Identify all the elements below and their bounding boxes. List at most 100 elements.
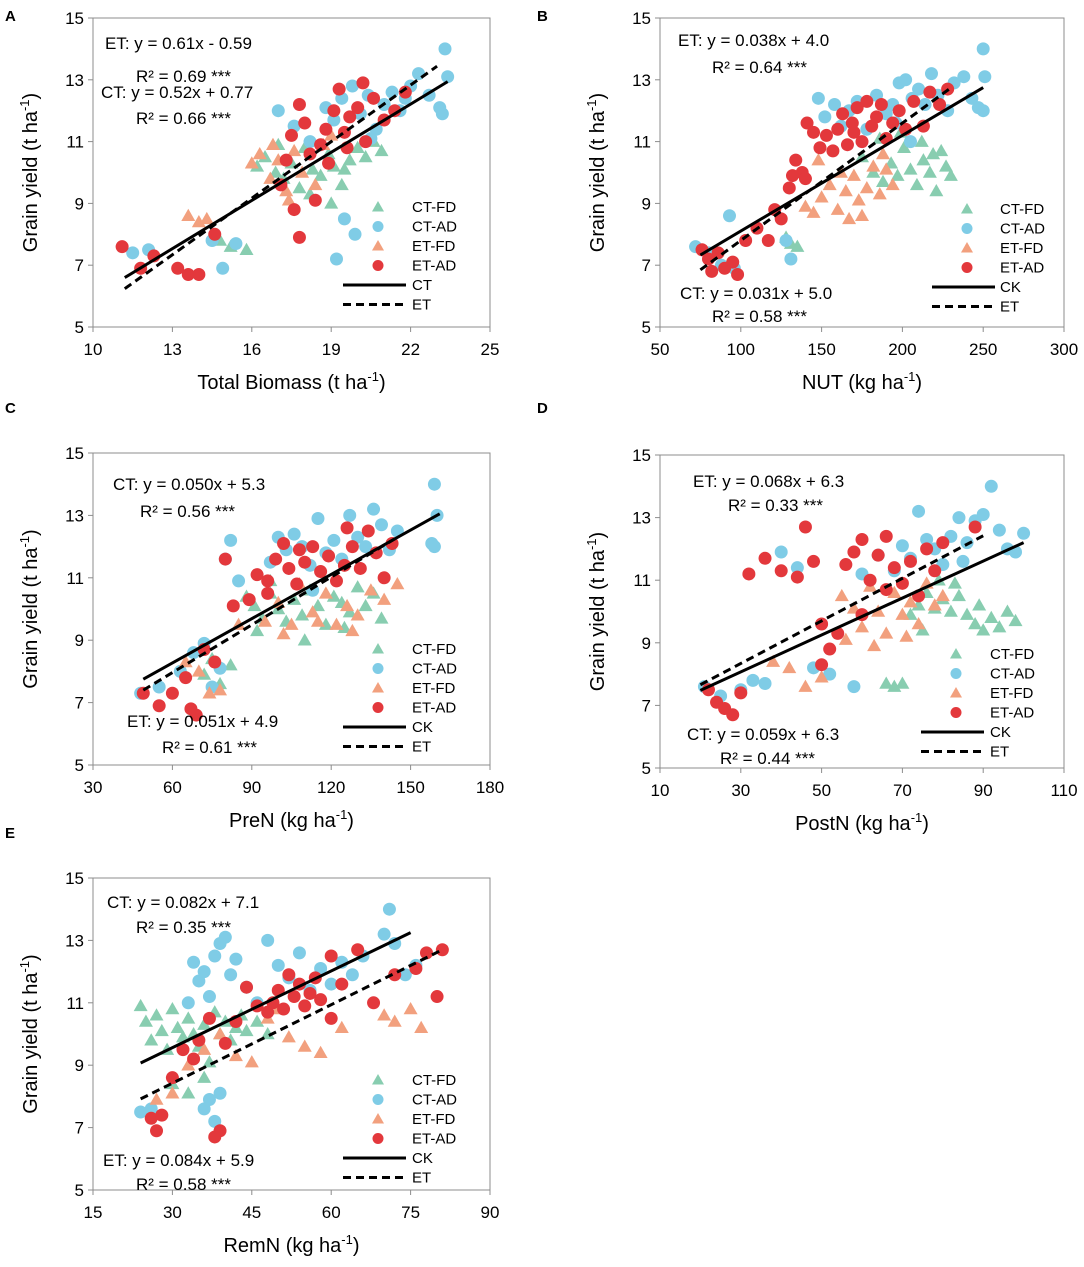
data-point-ct-ad: [899, 73, 913, 87]
data-point-et-fd: [281, 1030, 296, 1043]
data-point-et-ad: [351, 943, 365, 957]
legend-marker: [950, 687, 962, 698]
data-point-ct-ad: [197, 965, 211, 979]
data-point-et-ad: [734, 686, 748, 700]
data-point-et-fd: [387, 1014, 402, 1027]
data-point-et-ad: [807, 125, 821, 139]
data-point-et-fd: [855, 620, 869, 633]
data-point-et-ad: [968, 520, 982, 534]
data-point-et-ad: [758, 551, 772, 565]
data-point-et-fd: [213, 683, 228, 696]
data-point-ct-ad: [359, 540, 373, 554]
data-point-ct-ad: [324, 977, 338, 991]
data-point-et-ad: [285, 128, 298, 142]
data-point-ct-ad: [292, 946, 306, 960]
data-point-ct-fd: [154, 1023, 169, 1037]
legend-label: CT-AD: [990, 666, 1035, 683]
data-point-et-fd: [197, 1042, 212, 1055]
data-point-et-fd: [879, 626, 894, 639]
data-point-et-fd: [313, 1045, 328, 1058]
y-tick-label: 15: [632, 9, 651, 28]
data-point-et-ad: [189, 708, 203, 722]
data-point-ct-fd: [337, 620, 352, 633]
legend-label: ET-FD: [412, 1111, 455, 1128]
data-point-et-fd: [202, 686, 217, 699]
data-point-ct-ad: [229, 237, 243, 251]
data-point-et-ad: [353, 561, 367, 575]
data-point-et-ad: [303, 986, 317, 1000]
data-point-et-ad: [144, 1111, 158, 1125]
data-point-et-ad: [871, 548, 885, 562]
legend-label: CK: [412, 719, 433, 736]
data-point-ct-fd: [976, 623, 991, 636]
data-point-ct-ad: [784, 252, 798, 266]
data-point-et-fd: [414, 1020, 429, 1034]
data-point-et-ad: [356, 76, 370, 90]
data-point-ct-ad: [976, 104, 990, 118]
data-point-et-ad: [920, 542, 934, 556]
y-tick-label: 9: [75, 194, 84, 213]
data-point-et-fd: [244, 1055, 259, 1068]
data-point-ct-ad: [202, 990, 216, 1004]
data-point-ct-ad: [818, 110, 832, 124]
data-point-ct-ad: [427, 477, 441, 491]
regression-equation: ET: y = 0.038x + 4.0: [678, 31, 829, 50]
data-point-ct-ad: [287, 527, 301, 541]
data-point-ct-fd: [337, 162, 352, 175]
data-point-et-ad: [176, 1043, 190, 1057]
data-point-et-fd: [340, 598, 355, 612]
regression-line-et: [123, 64, 438, 290]
data-point-ct-fd: [358, 150, 373, 163]
data-point-ct-ad: [912, 82, 926, 96]
data-point-ct-ad: [374, 518, 388, 532]
data-point-et-ad: [287, 203, 301, 217]
x-axis-label: PreN (kg ha-1): [229, 807, 354, 832]
legend-label: ET-AD: [412, 1131, 456, 1148]
data-point-et-fd: [228, 1048, 243, 1062]
regression-line-et: [139, 948, 444, 1101]
data-point-et-ad: [202, 1011, 216, 1025]
data-point-ct-fd: [992, 620, 1007, 633]
data-point-et-ad: [903, 554, 917, 568]
data-point-ct-fd: [911, 598, 926, 611]
data-point-et-ad: [322, 549, 336, 563]
data-point-et-ad: [798, 172, 812, 186]
legend-marker: [961, 203, 973, 214]
data-point-ct-fd: [890, 168, 905, 181]
data-point-et-ad: [329, 574, 343, 588]
x-tick-label: 50: [812, 781, 831, 800]
data-point-ct-ad: [1017, 526, 1031, 540]
data-point-ct-fd: [914, 134, 929, 147]
data-point-ct-fd: [250, 159, 265, 172]
x-tick-label: 30: [163, 1203, 182, 1222]
data-point-ct-fd: [318, 617, 333, 630]
data-point-et-ad: [928, 564, 942, 578]
y-tick-label: 5: [75, 756, 84, 775]
data-point-et-fd: [899, 629, 914, 642]
x-tick-label: 30: [84, 778, 103, 797]
data-point-et-ad: [335, 977, 349, 991]
legend-label: ET-FD: [1000, 240, 1043, 257]
legend-label: CT-FD: [412, 1072, 456, 1089]
data-point-et-ad: [789, 153, 803, 167]
data-point-ct-fd: [984, 610, 999, 624]
data-point-et-ad: [936, 536, 950, 550]
x-axis-label: PostN (kg ha-1): [795, 810, 929, 835]
data-point-et-ad: [208, 655, 222, 669]
legend-label: CT-FD: [990, 646, 1034, 663]
data-point-et-fd: [244, 156, 259, 169]
data-point-et-fd: [345, 623, 360, 637]
data-point-ct-fd: [358, 598, 373, 612]
regression-equation: ET: y = 0.068x + 6.3: [693, 472, 844, 491]
data-point-et-ad: [332, 82, 346, 96]
data-point-ct-ad: [976, 42, 990, 56]
data-point-ct-fd: [374, 611, 389, 624]
data-point-ct-fd: [181, 1086, 196, 1099]
legend-label: CK: [412, 1150, 433, 1167]
data-point-ct-ad: [311, 512, 325, 526]
regression-equation: ET: y = 0.61x - 0.59: [105, 34, 252, 53]
data-point-ct-fd: [239, 242, 254, 255]
legend-marker: [950, 707, 962, 718]
panel-letter: B: [537, 8, 548, 25]
